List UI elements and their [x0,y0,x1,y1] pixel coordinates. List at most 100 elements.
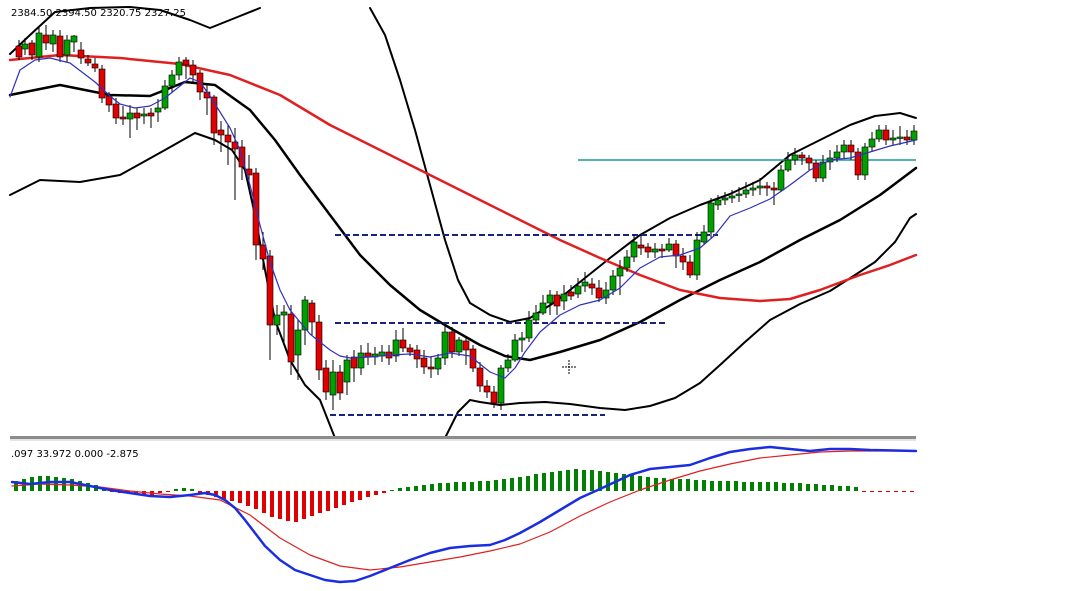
histogram-bar-negative [366,491,370,497]
histogram-bar-positive [798,483,802,491]
histogram-bar-positive [726,481,730,491]
bear-candle [210,96,218,134]
bear-candle [315,321,323,371]
bull-candle [630,241,638,258]
bull-candle [161,85,169,109]
histogram-bar-positive [542,473,546,491]
bull-candle [910,130,918,141]
bull-candle [49,34,57,45]
histogram-bar-positive [190,489,194,491]
macd-line [10,445,918,584]
histogram-bar-positive [814,484,818,491]
price-panel[interactable]: 2384.50 2394.50 2320.75 2327.25 [8,6,918,439]
histogram-bar-negative [238,491,242,503]
histogram-bar-negative [910,491,914,492]
histogram-bar-positive [830,485,834,491]
histogram-bar-negative [902,491,906,492]
bull-candle [574,285,582,295]
bull-candle [497,367,505,404]
bear-candle [490,391,498,404]
histogram-bar-negative [878,491,882,492]
histogram-bar-negative [310,491,314,516]
histogram-bar-positive [86,483,90,491]
bull-candle [889,137,897,141]
bull-candle [434,357,442,370]
bull-candle [546,294,554,304]
panel-separator[interactable] [10,436,916,441]
bull-candle [455,339,463,353]
bear-candle [15,45,23,58]
bear-candle [427,366,435,370]
middle-band-line [8,80,918,362]
bull-candle [392,339,400,357]
histogram-bar-negative [166,491,170,492]
bull-candle [742,189,750,195]
bull-candle [140,113,148,117]
macd-panel[interactable]: .097 33.972 0.000 -2.875 [10,445,918,584]
histogram-bar-positive [670,479,674,491]
histogram-bar-positive [622,474,626,491]
bear-candle [595,287,603,299]
bear-candle [763,185,771,189]
bear-candle [322,367,330,393]
histogram-bar-positive [694,480,698,491]
histogram-bar-positive [526,476,530,491]
histogram-bar-positive [470,482,474,491]
histogram-bar-positive [486,481,490,491]
bull-candle [294,329,302,356]
histogram-bar-positive [630,475,634,491]
bear-candle [147,112,155,117]
histogram-bar-negative [334,491,338,508]
bull-candle [735,193,743,196]
bull-candle [280,311,288,316]
bull-candle [609,275,617,291]
histogram-bar-negative [246,491,250,506]
histogram-bar-negative [262,491,266,513]
bull-candle [63,39,71,56]
histogram-bar-positive [574,469,578,491]
histogram-bar-positive [638,476,642,491]
fast-ma-line [9,57,917,379]
histogram-bar-positive [702,480,706,491]
histogram-bar-positive [174,489,178,491]
histogram-bar-negative [230,491,234,501]
bull-candle [665,243,673,251]
histogram-bar-negative [134,491,138,494]
histogram-bar-positive [454,482,458,491]
bear-candle [686,261,694,276]
histogram-bar-negative [886,491,890,492]
bull-candle [756,185,764,189]
bear-candle [182,59,190,66]
bull-candle [21,43,29,50]
bear-candle [350,356,358,369]
bull-candle [560,293,568,302]
bear-candle [91,63,99,69]
bull-candle [896,136,904,139]
bull-candle [728,195,736,199]
histogram-bar-negative [870,491,874,492]
histogram-bar-positive [822,485,826,491]
histogram-bar-negative [358,491,362,500]
bear-candle [462,340,470,351]
fast-moving-average [9,57,917,379]
bull-candle [819,161,827,179]
bull-candle [721,197,729,201]
bear-candle [420,357,428,368]
histogram-bar-positive [662,478,666,491]
histogram-bar-positive [438,483,442,491]
histogram-bar-positive [646,477,650,491]
histogram-bar-negative [158,491,162,493]
separator-bar[interactable] [10,436,916,439]
histogram-bar-positive [734,481,738,491]
histogram-bar-positive [686,479,690,491]
histogram-bar-positive [750,482,754,491]
bollinger-bands [8,6,918,439]
histogram-bar-negative [374,491,378,495]
histogram-bar-positive [606,472,610,491]
bear-candle [553,294,561,307]
histogram-bar-positive [518,477,522,491]
bull-candle [861,146,869,176]
histogram-bar-positive [678,479,682,491]
